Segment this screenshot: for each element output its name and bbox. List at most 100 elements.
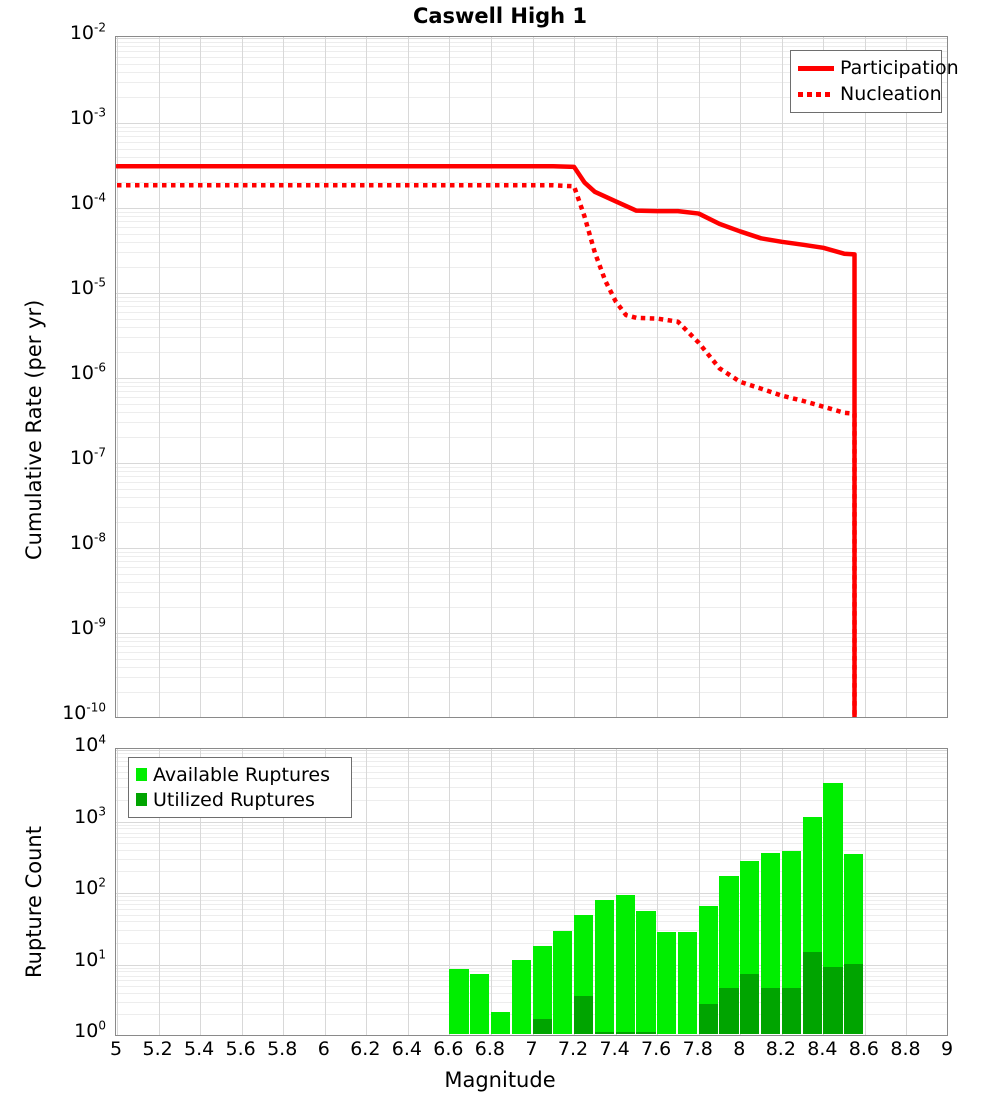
- tick-mantissa: 10: [69, 107, 95, 129]
- gridline-vertical: [657, 37, 659, 717]
- gridline-minor: [116, 411, 947, 413]
- color-swatch-icon: [136, 793, 147, 806]
- x-tick: 5.8: [267, 1038, 298, 1060]
- top-y-axis-label: Cumulative Rate (per yr): [22, 299, 46, 560]
- gridline-vertical: [864, 749, 866, 1035]
- bar-group: [823, 749, 843, 1034]
- bar-group: [470, 749, 490, 1034]
- gridline-minor: [116, 992, 947, 994]
- gridline-minor: [116, 607, 947, 609]
- gridline-major: [116, 463, 947, 464]
- gridline-minor: [116, 41, 947, 43]
- gridline-minor: [116, 771, 947, 773]
- tick-exponent: 4: [98, 732, 106, 747]
- solid-line-icon: [798, 65, 834, 71]
- bar-utilized-ruptures: [781, 988, 801, 1034]
- x-tick: 5.2: [142, 1038, 173, 1060]
- x-tick: 5: [109, 1038, 123, 1060]
- gridline-minor: [116, 904, 947, 906]
- bar-available-ruptures: [470, 973, 490, 1034]
- bar-utilized-ruptures: [615, 1032, 635, 1034]
- tick-exponent: 2: [98, 875, 106, 890]
- bar-group: [636, 749, 656, 1034]
- gridline-minor: [116, 311, 947, 313]
- gridline-minor: [116, 226, 947, 228]
- bar-utilized-ruptures: [574, 996, 594, 1034]
- bar-group: [802, 749, 822, 1034]
- gridline-minor: [116, 828, 947, 830]
- bar-utilized-ruptures: [594, 1032, 614, 1034]
- gridline-vertical: [864, 37, 866, 717]
- gridline-minor: [116, 522, 947, 524]
- gridline-vertical: [740, 37, 742, 717]
- gridline-minor: [116, 849, 947, 851]
- gridline-minor: [116, 131, 947, 133]
- bar-group: [449, 749, 469, 1034]
- gridline-vertical: [407, 749, 409, 1035]
- bottom-y-tick: 101: [0, 948, 106, 970]
- gridline-minor: [116, 211, 947, 213]
- gridline-minor: [116, 566, 947, 568]
- x-tick: 6.6: [433, 1038, 464, 1060]
- bar-available-ruptures: [532, 946, 552, 1034]
- gridline-minor: [116, 581, 947, 583]
- bottom-y-tick: 104: [0, 732, 106, 755]
- gridline-minor: [116, 476, 947, 478]
- gridline-minor: [116, 551, 947, 553]
- x-tick: 6.2: [350, 1038, 381, 1060]
- gridline-vertical: [117, 749, 118, 1035]
- gridline-minor: [116, 765, 947, 767]
- top-y-tick: 10-7: [0, 447, 106, 468]
- gridline-major: [116, 964, 947, 966]
- gridline-vertical: [283, 749, 285, 1035]
- gridline-minor: [116, 692, 947, 694]
- legend-label: Utilized Ruptures: [153, 788, 315, 811]
- gridline-minor: [116, 756, 947, 758]
- gridline-minor: [116, 899, 947, 901]
- gridline-vertical: [532, 37, 534, 717]
- tick-mantissa: 10: [69, 277, 95, 299]
- gridline-minor: [116, 646, 947, 648]
- bar-group: [719, 749, 739, 1034]
- top-y-tick: 10-3: [0, 105, 106, 129]
- tick-exponent: -10: [86, 700, 106, 715]
- gridline-major: [116, 38, 947, 39]
- gridline-vertical: [117, 37, 118, 717]
- gridline-minor: [116, 481, 947, 483]
- bar-utilized-ruptures: [698, 1004, 718, 1034]
- gridline-major: [116, 821, 947, 823]
- bottom-y-tick: 102: [0, 875, 106, 898]
- bar-group: [511, 749, 531, 1034]
- x-tick: 5.4: [183, 1038, 215, 1060]
- gridline-minor: [116, 651, 947, 653]
- legend-label: Available Ruptures: [153, 763, 330, 786]
- tick-exponent: -2: [94, 20, 106, 35]
- bar-utilized-ruptures: [532, 1019, 552, 1034]
- bar-group: [698, 749, 718, 1034]
- gridline-minor: [116, 507, 947, 509]
- gridline-minor: [116, 914, 947, 916]
- gridline-minor: [116, 636, 947, 638]
- bar-available-ruptures: [449, 969, 469, 1034]
- gridline-minor: [116, 986, 947, 988]
- gridline-minor: [116, 753, 947, 755]
- gridline-vertical: [324, 749, 326, 1035]
- bar-group: [844, 749, 864, 1034]
- gridline-minor: [116, 573, 947, 575]
- gridline-vertical: [574, 749, 576, 1035]
- gridline-minor: [116, 267, 947, 269]
- tick-mantissa: 10: [69, 617, 95, 639]
- gridline-minor: [116, 1001, 947, 1003]
- gridline-minor: [116, 1014, 947, 1016]
- gridline-vertical: [366, 749, 368, 1035]
- tick-exponent: -4: [94, 190, 106, 205]
- tick-exponent: -3: [94, 105, 106, 120]
- bar-group: [615, 749, 635, 1034]
- bar-group: [761, 749, 781, 1034]
- gridline-vertical: [407, 37, 409, 717]
- tick-mantissa: 10: [69, 22, 95, 44]
- gridline-major: [116, 548, 947, 549]
- top-y-tick: 10-2: [0, 20, 106, 44]
- gridline-vertical: [657, 749, 659, 1035]
- gridline-minor: [116, 221, 947, 223]
